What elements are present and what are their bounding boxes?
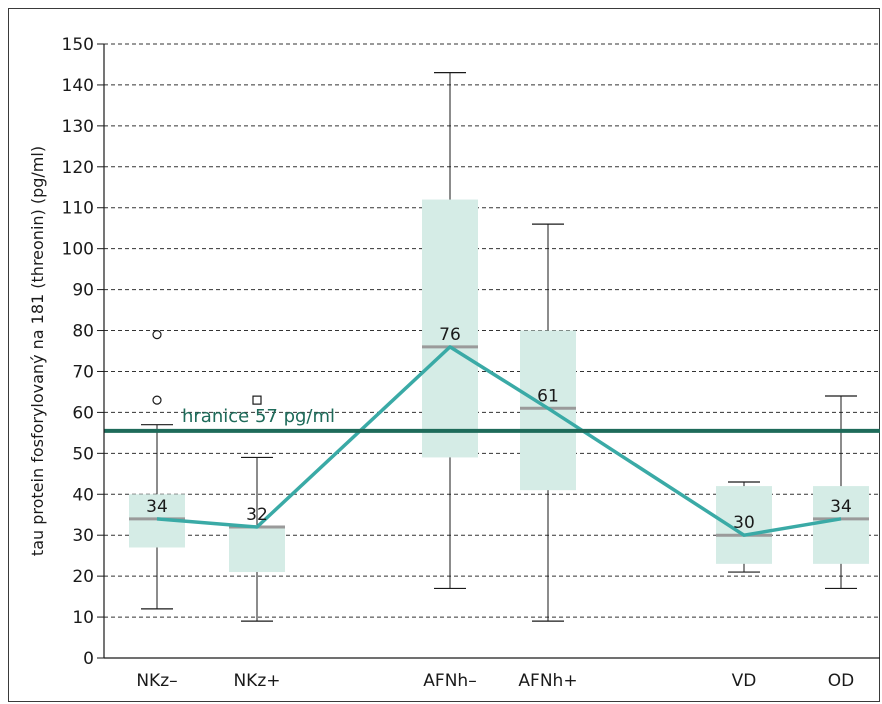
- category-label: AFNh–: [423, 671, 476, 691]
- box-NKz+: [229, 456, 285, 622]
- median-value-label: 34: [830, 497, 852, 517]
- box-body: [229, 527, 285, 573]
- y-tick-label: 100: [62, 240, 94, 260]
- y-tick-label: 150: [62, 35, 94, 55]
- threshold: hranice 57 pg/ml: [104, 406, 880, 433]
- box-OD: [813, 395, 869, 590]
- grid-lines: [104, 43, 880, 618]
- category-label: OD: [828, 671, 854, 691]
- y-tick-label: 40: [72, 485, 94, 505]
- median-value-label: 76: [439, 325, 461, 345]
- outlier-circle: [152, 395, 162, 405]
- y-tick-label: 60: [72, 403, 94, 423]
- y-tick-label: 50: [72, 444, 94, 464]
- category-label: NKz–: [136, 671, 177, 691]
- median-value-label: 32: [246, 505, 268, 525]
- median-trend: [156, 345, 842, 537]
- y-tick-label: 90: [72, 281, 94, 301]
- median-value-label: 34: [146, 497, 168, 517]
- y-tick-label: 120: [62, 158, 94, 178]
- y-axis-label: tau protein fosforylovaný na 181 (threon…: [28, 146, 47, 556]
- median-trend-line: [156, 345, 842, 537]
- box-AFNh–: [422, 72, 478, 590]
- median-value-label: 61: [537, 386, 559, 406]
- y-tick-label: 130: [62, 117, 94, 137]
- outlier-circle: [152, 330, 162, 340]
- y-tick-label: 20: [72, 567, 94, 587]
- box-body: [422, 199, 478, 458]
- y-tick-label: 30: [72, 526, 94, 546]
- y-tick-label: 140: [62, 76, 94, 96]
- category-label: AFNh+: [518, 671, 577, 691]
- boxes: [129, 72, 869, 622]
- category-label: NKz+: [233, 671, 280, 691]
- y-tick-label: 70: [72, 362, 94, 382]
- y-tick-label: 10: [72, 608, 94, 628]
- y-tick-label: 80: [72, 322, 94, 342]
- median-value-label: 30: [733, 513, 755, 533]
- y-tick-label: 110: [62, 199, 94, 219]
- threshold-label: hranice 57 pg/ml: [182, 406, 335, 427]
- axes: 0 10 20 30 40 50 60 70 80 90 100 110 120 130 140 150 NKz…: [62, 35, 880, 691]
- outlier-square: [252, 395, 262, 405]
- box-body: [813, 486, 869, 564]
- category-label: VD: [732, 671, 757, 691]
- median-labels: 34 32 76 61 30 34: [146, 325, 852, 533]
- y-tick-label: 0: [83, 649, 94, 669]
